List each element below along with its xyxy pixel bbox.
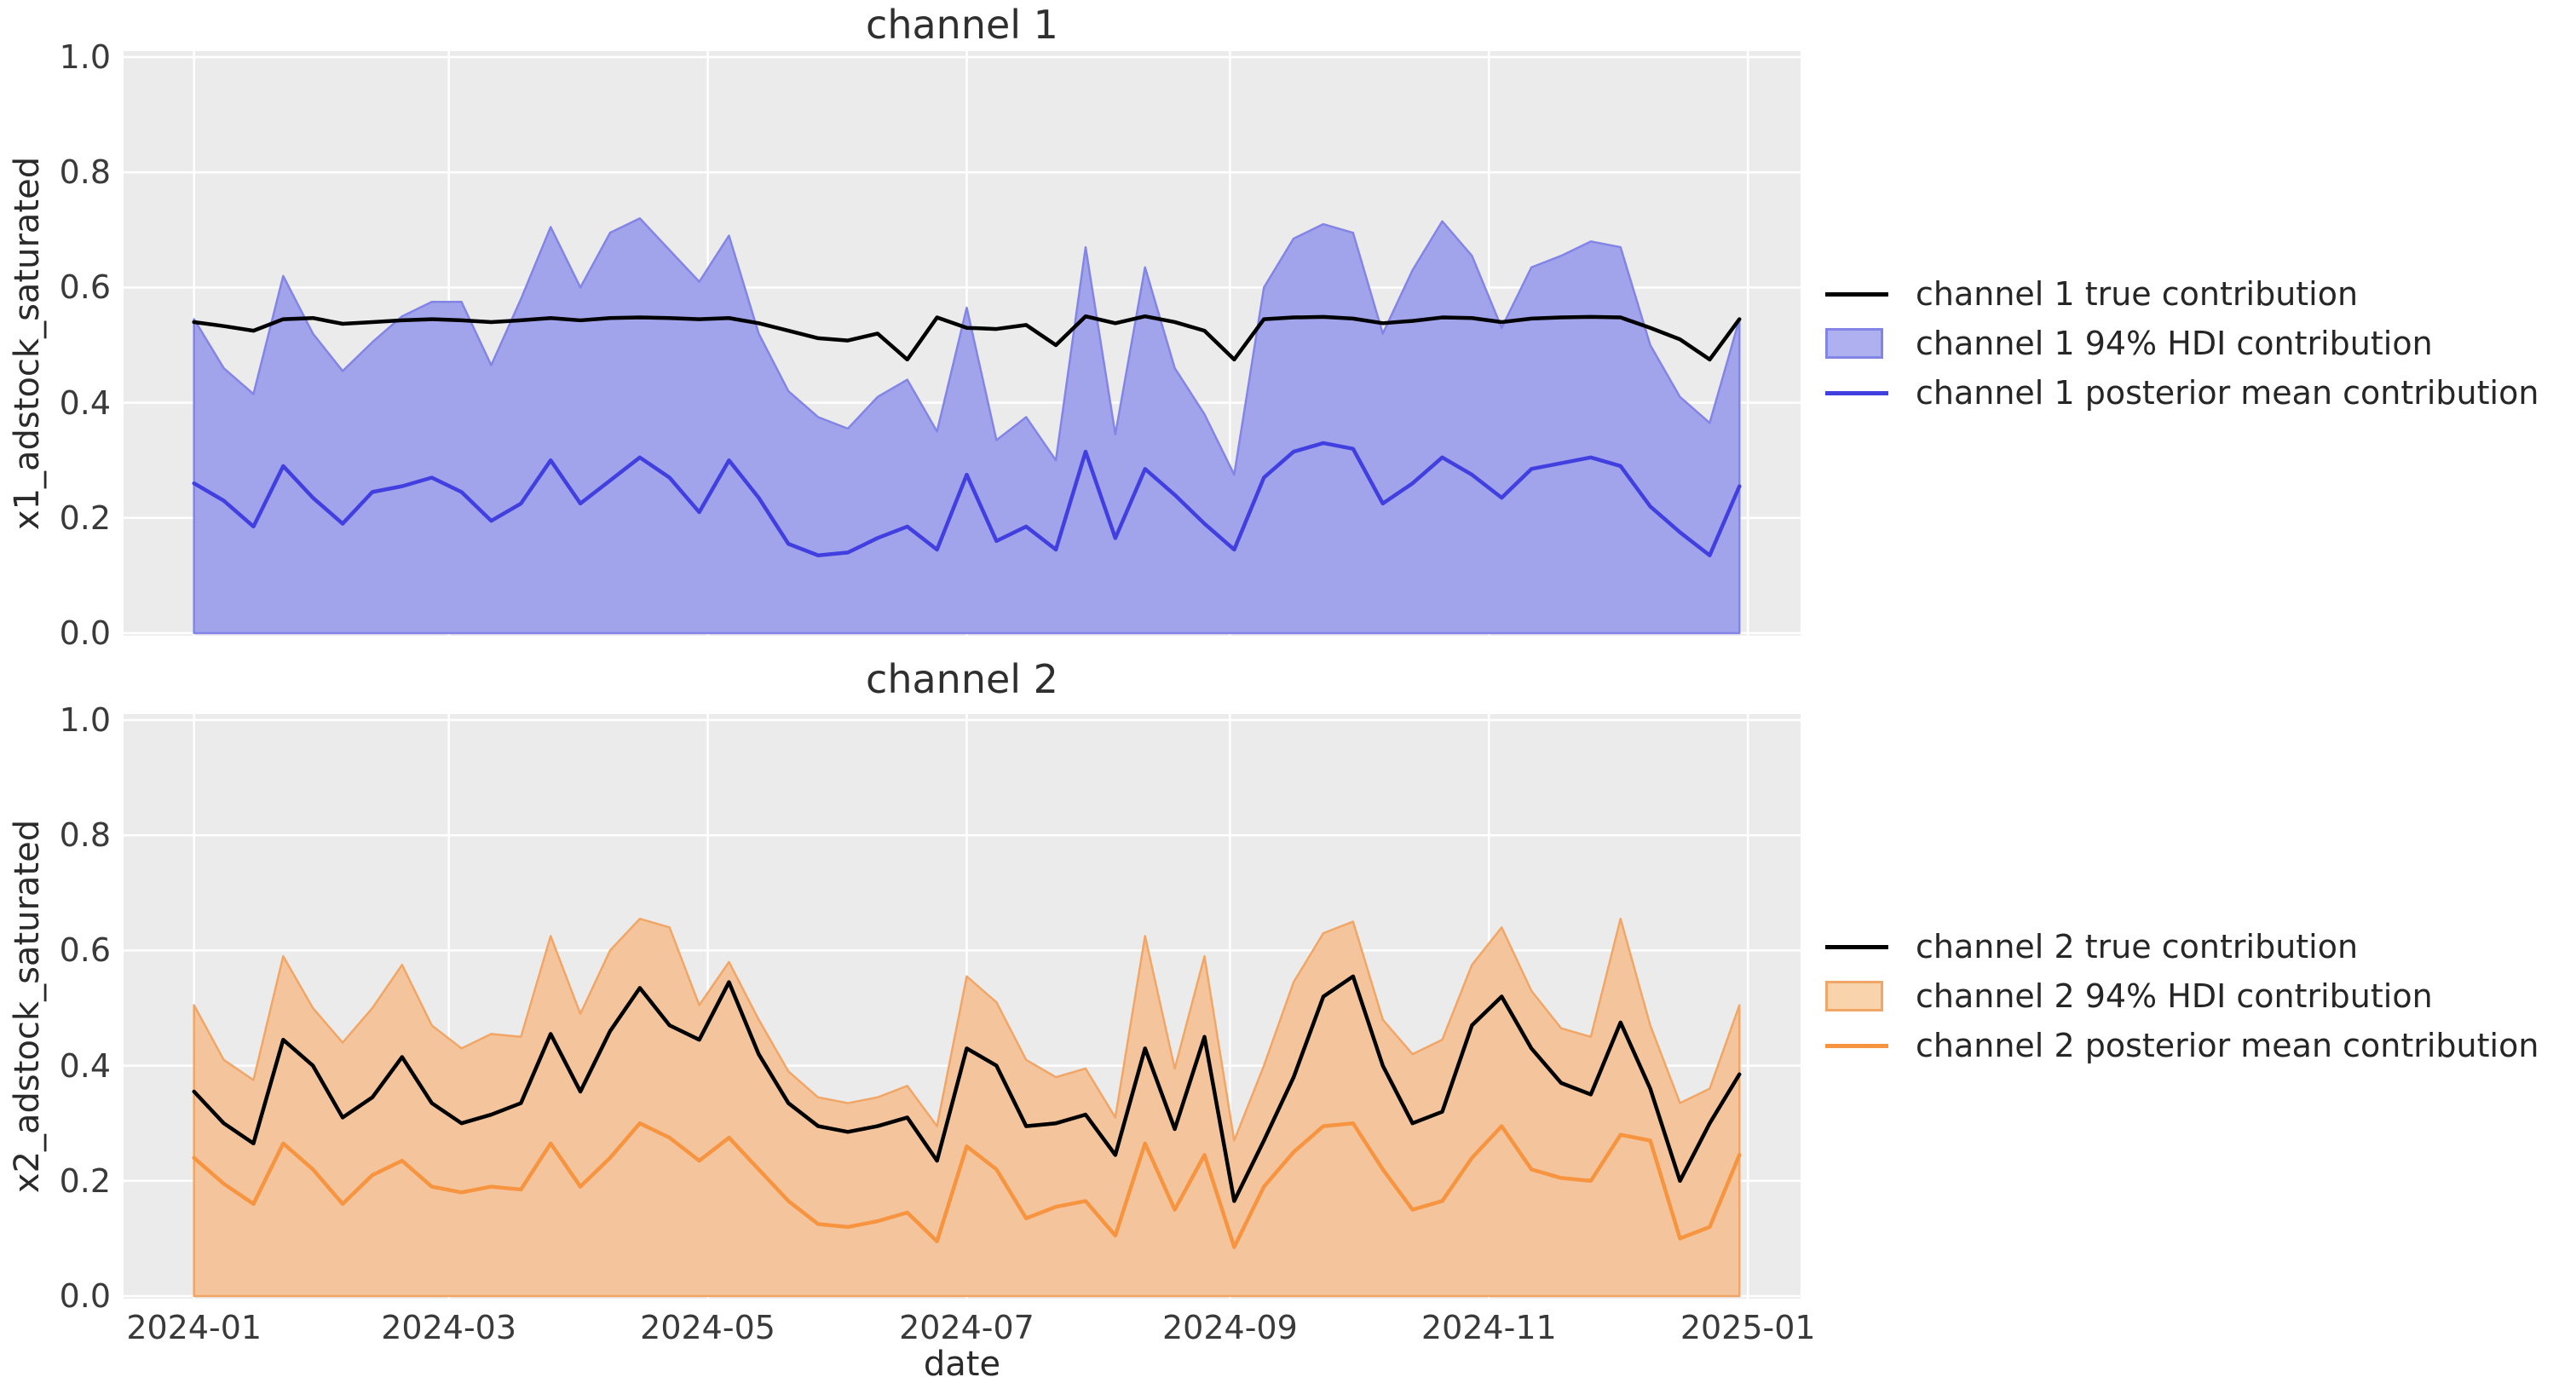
legend-item-channel2-hdi: channel 2 94% HDI contribution — [1825, 971, 2575, 1021]
subplot1-title: channel 1 — [866, 2, 1058, 48]
legend-label: channel 2 true contribution — [1916, 928, 2359, 965]
subplot1-plot-area — [124, 51, 1801, 636]
x-tick-label: 2024-09 — [1161, 1309, 1298, 1346]
subplot1-plot-svg — [124, 51, 1801, 636]
x-tick-label: 2024-03 — [381, 1309, 517, 1346]
subplot2-legend: channel 2 true contribution channel 2 94… — [1825, 922, 2575, 1070]
legend-line-swatch — [1825, 1043, 1888, 1048]
x-tick-label: 2024-05 — [640, 1309, 775, 1346]
legend-item-channel2-true: channel 2 true contribution — [1825, 922, 2575, 971]
subplot2-plot-area — [124, 714, 1801, 1299]
subplot1-legend: channel 1 true contribution channel 1 94… — [1825, 269, 2575, 418]
legend-item-channel1-true: channel 1 true contribution — [1825, 269, 2575, 319]
subplot2-title: channel 2 — [866, 656, 1058, 702]
legend-line-swatch — [1825, 944, 1888, 949]
y-tick-label: 0.6 — [59, 931, 111, 970]
legend-label: channel 2 94% HDI contribution — [1916, 977, 2433, 1015]
legend-item-channel1-hdi: channel 1 94% HDI contribution — [1825, 319, 2575, 368]
x-tick-label: 2024-07 — [899, 1309, 1034, 1346]
legend-label: channel 1 posterior mean contribution — [1916, 374, 2539, 412]
y-tick-label: 0.2 — [59, 1161, 111, 1200]
x-tick-label: 2025-01 — [1680, 1309, 1816, 1346]
y-tick-label: 0.0 — [59, 614, 111, 652]
legend-label: channel 1 true contribution — [1916, 275, 2359, 313]
xaxis-label: date — [923, 1345, 1001, 1383]
legend-patch-swatch — [1825, 328, 1883, 359]
y-tick-label: 0.4 — [59, 383, 111, 422]
legend-item-channel2-mean: channel 2 posterior mean contribution — [1825, 1021, 2575, 1070]
x-tick-label: 2024-01 — [126, 1309, 262, 1346]
y-tick-label: 0.8 — [59, 816, 111, 855]
y-tick-label: 1.0 — [59, 38, 111, 76]
y-tick-label: 0.2 — [59, 498, 111, 537]
legend-item-channel1-mean: channel 1 posterior mean contribution — [1825, 368, 2575, 418]
legend-label: channel 2 posterior mean contribution — [1916, 1027, 2539, 1064]
subplot1-ylabel: x1_adstock_saturated — [8, 156, 47, 531]
subplot2-ylabel: x2_adstock_saturated — [8, 819, 47, 1194]
y-tick-label: 0.8 — [59, 153, 111, 192]
y-tick-label: 0.0 — [59, 1277, 111, 1315]
y-tick-label: 0.6 — [59, 268, 111, 307]
legend-label: channel 1 94% HDI contribution — [1916, 325, 2433, 362]
legend-line-swatch — [1825, 291, 1888, 297]
legend-patch-swatch — [1825, 981, 1883, 1011]
subplot2-plot-svg — [124, 714, 1801, 1299]
legend-line-swatch — [1825, 390, 1888, 395]
y-tick-label: 1.0 — [59, 701, 111, 739]
y-tick-label: 0.4 — [59, 1046, 111, 1085]
x-tick-label: 2024-11 — [1421, 1309, 1557, 1346]
